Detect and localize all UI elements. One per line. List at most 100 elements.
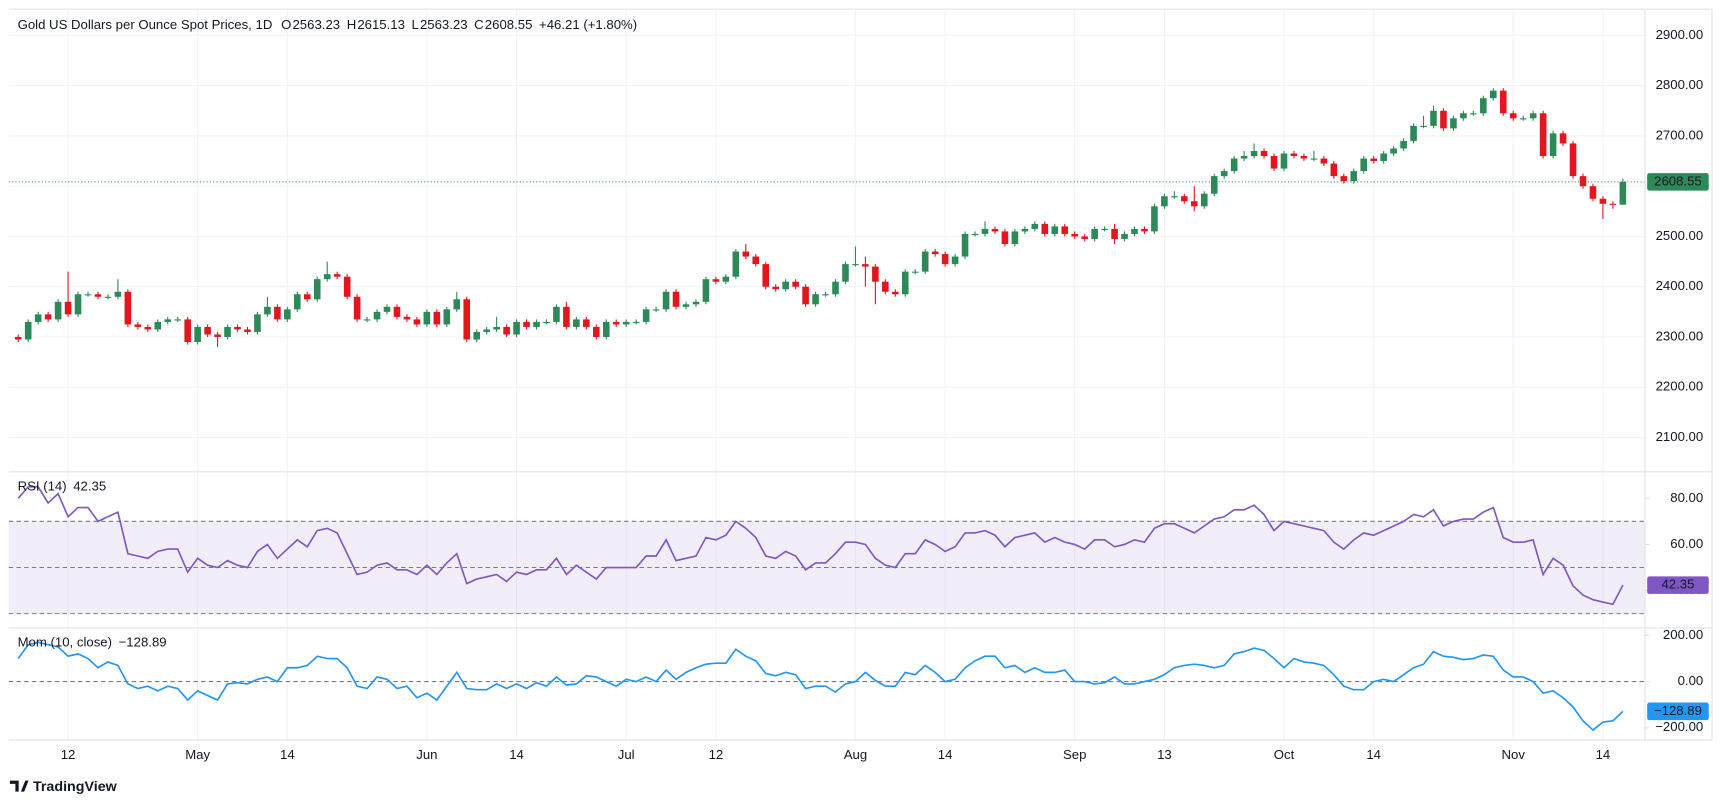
y-tick-label: 60.00 [1670, 536, 1703, 551]
candle-body [792, 281, 799, 287]
header-text: +46.21 (+1.80%) [539, 17, 637, 32]
y-tick-label: 80.00 [1670, 490, 1703, 505]
candle-body [702, 279, 710, 302]
candle-body [1360, 158, 1368, 172]
candle-body [323, 274, 331, 280]
header-text: L [412, 17, 419, 32]
header-text: Mom (10, close) [18, 635, 112, 650]
candle-body [1121, 233, 1128, 239]
candle-body [842, 264, 849, 282]
candle-body [34, 314, 42, 322]
x-tick-label: 12 [709, 747, 724, 762]
candle-body [1450, 118, 1457, 129]
candle-body [353, 296, 361, 320]
candle-body [832, 281, 839, 295]
candle-body [1270, 156, 1278, 169]
last-value-box [1647, 576, 1709, 594]
candle-body [1539, 113, 1547, 157]
y-tick-label: 2400.00 [1656, 278, 1704, 293]
candle-body [154, 321, 162, 330]
x-tick-label: 14 [1596, 747, 1611, 762]
x-tick-label: 14 [1366, 747, 1381, 762]
x-tick-label: Jul [618, 747, 635, 762]
candle-body [403, 316, 411, 320]
header-text: 2608.55 [485, 17, 533, 32]
candle-body [513, 321, 520, 335]
x-tick-label: Jun [416, 747, 437, 762]
candle-body [892, 291, 899, 295]
candle-body [662, 291, 670, 310]
frame [8, 8, 1713, 741]
candle-body [941, 254, 949, 265]
candle-body [1310, 158, 1318, 160]
candle-body [1300, 156, 1308, 159]
candle-body [682, 304, 690, 307]
candle-body [274, 306, 281, 320]
candle-body [722, 276, 730, 282]
candle-body [742, 251, 750, 257]
x-tick-label: Nov [1502, 747, 1526, 762]
x-tick-label: 13 [1157, 747, 1172, 762]
candle-body [872, 266, 879, 282]
y-tick-label: 2800.00 [1656, 77, 1704, 92]
candle-body [1240, 156, 1248, 159]
candle-body [1350, 171, 1358, 182]
candle-body [1200, 193, 1208, 207]
x-tick-label: 12 [61, 747, 76, 762]
candle-body [1191, 201, 1198, 207]
labels: 12 May 14 Jun 14 Jul 12 Aug 14 Sep 13 Oct 14 Nov 14 210… [18, 17, 1709, 762]
candle-body [642, 309, 650, 322]
candle-body [333, 274, 341, 277]
candle-body [543, 321, 550, 324]
header-text: RSI (14) [18, 479, 67, 494]
y-tick-label: 2300.00 [1656, 328, 1704, 343]
candle-body [24, 321, 32, 340]
candle-body [1111, 228, 1118, 239]
logo-icon [9, 780, 29, 792]
brand-logo: TradingView [9, 779, 118, 795]
y-tick-label: 2500.00 [1656, 228, 1704, 243]
candle-body [1091, 228, 1098, 239]
candle-body [1440, 110, 1447, 129]
candle-body [1390, 148, 1397, 154]
candle-body [732, 251, 740, 277]
candle-body [971, 233, 979, 236]
candle-body [64, 301, 72, 315]
candle-body [1011, 231, 1019, 244]
candle-body [54, 301, 62, 320]
candle-body [612, 321, 620, 325]
y-tick-label: 2200.00 [1656, 379, 1704, 394]
candle-body [204, 326, 211, 335]
header-text: 42.35 [73, 479, 106, 494]
last-price-label: 2608.55 [1654, 173, 1702, 188]
candle-body [174, 319, 182, 321]
candle-body [1280, 153, 1288, 169]
candle-body [981, 228, 989, 234]
candle-body [1489, 90, 1497, 99]
candle-body [104, 296, 112, 298]
candle-body [1021, 228, 1029, 232]
x-tick-label: Oct [1274, 747, 1295, 762]
candle-body [1619, 181, 1627, 205]
candle-body [114, 291, 122, 297]
candle-body [1131, 228, 1138, 234]
candle-body [343, 276, 351, 297]
candle-body [393, 306, 401, 317]
candle-body [802, 286, 809, 305]
x-tick-label: Aug [844, 747, 867, 762]
candle-body [1509, 113, 1517, 119]
candle-body [433, 311, 441, 325]
y-tick-label: 2100.00 [1656, 429, 1704, 444]
x-tick-label: 14 [280, 747, 295, 762]
candle-body [692, 301, 700, 305]
candle-body [1420, 125, 1427, 127]
candle-body [94, 294, 102, 297]
y-tick-label: 0.00 [1678, 673, 1704, 688]
header-text: 2563.23 [292, 17, 340, 32]
candle-body [164, 319, 172, 322]
candle-body [573, 319, 580, 327]
candle-body [1061, 226, 1069, 234]
candle-body [373, 311, 381, 320]
candle-body [423, 311, 431, 325]
